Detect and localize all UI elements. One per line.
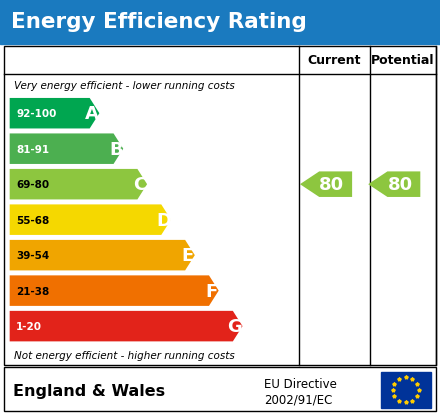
Polygon shape [368, 172, 420, 197]
Text: England & Wales: England & Wales [13, 383, 165, 398]
Bar [4, 368, 436, 411]
Text: EU Directive: EU Directive [264, 377, 337, 390]
Text: A: A [85, 105, 99, 123]
Polygon shape [10, 240, 195, 271]
Text: 55-68: 55-68 [16, 215, 50, 225]
Text: 81-91: 81-91 [16, 144, 49, 154]
Text: D: D [156, 211, 171, 229]
Text: 21-38: 21-38 [16, 286, 50, 296]
Text: 2002/91/EC: 2002/91/EC [264, 393, 332, 406]
Text: G: G [227, 317, 242, 335]
Polygon shape [10, 169, 147, 200]
Text: 39-54: 39-54 [16, 251, 50, 261]
Polygon shape [10, 311, 242, 342]
Text: Current: Current [308, 54, 361, 67]
Text: B: B [109, 140, 123, 158]
Bar [0, 0, 440, 45]
Text: F: F [205, 282, 217, 300]
Bar [4, 47, 436, 366]
Text: 92-100: 92-100 [16, 109, 57, 119]
Text: 1-20: 1-20 [16, 321, 42, 331]
Polygon shape [10, 205, 171, 235]
Text: 80: 80 [319, 176, 345, 194]
Polygon shape [10, 99, 99, 129]
Text: 69-80: 69-80 [16, 180, 49, 190]
Bar [381, 372, 431, 408]
Text: Potential: Potential [371, 54, 434, 67]
Text: 80: 80 [388, 176, 413, 194]
Polygon shape [10, 276, 219, 306]
Text: Energy Efficiency Rating: Energy Efficiency Rating [11, 12, 307, 32]
Text: C: C [133, 176, 146, 194]
Polygon shape [10, 134, 123, 164]
Text: Very energy efficient - lower running costs: Very energy efficient - lower running co… [14, 81, 235, 90]
Text: Not energy efficient - higher running costs: Not energy efficient - higher running co… [14, 350, 235, 360]
Text: E: E [181, 247, 194, 264]
Polygon shape [300, 172, 352, 197]
